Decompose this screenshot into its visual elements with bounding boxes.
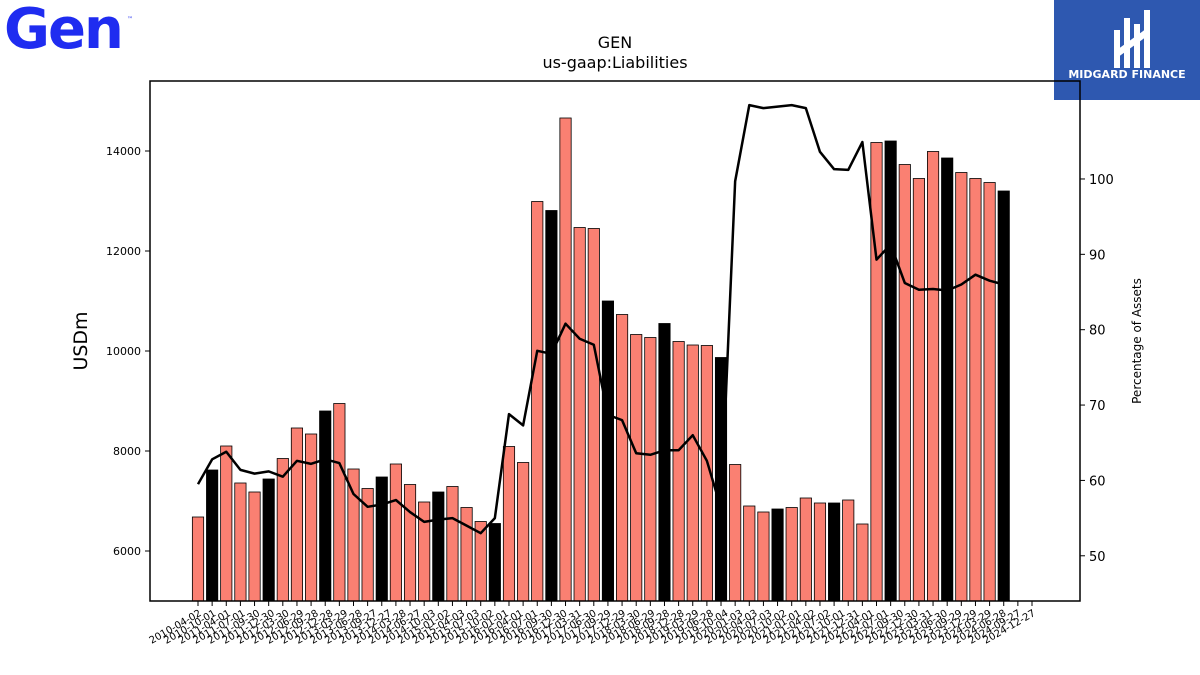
percentage-line — [196, 103, 1005, 535]
y2-tick-label: 50 — [1089, 550, 1106, 565]
bar — [813, 502, 827, 602]
bar — [785, 507, 798, 602]
bar — [305, 433, 318, 602]
bar — [587, 228, 600, 602]
y-tick-label: 10000 — [106, 345, 141, 358]
x-axis: 2010-04-022010-10-012011-04-012011-07-01… — [148, 601, 1038, 647]
bar — [206, 469, 219, 602]
y2-tick-label: 70 — [1089, 399, 1106, 414]
bar — [898, 164, 911, 602]
bar — [234, 482, 247, 602]
bar — [333, 403, 346, 602]
y2-tick-label: 100 — [1089, 173, 1114, 188]
y2-axis-title: Percentage of Assets — [1130, 278, 1144, 404]
bar — [743, 505, 756, 602]
bar — [319, 410, 332, 602]
chart-subtitle: us-gaap:Liabilities — [542, 53, 687, 72]
y-axis-left: 6000 8000 10000 12000 14000 — [106, 145, 150, 558]
bar — [969, 178, 982, 602]
bar — [446, 486, 459, 602]
bar — [729, 464, 742, 602]
bar-series — [191, 117, 1010, 602]
bar — [347, 468, 360, 602]
plot-frame — [149, 80, 1081, 602]
midgard-finance-logo: MIDGARD FINANCE — [1054, 0, 1200, 100]
bar — [389, 463, 402, 602]
bar — [856, 523, 869, 602]
bar — [955, 172, 968, 602]
bar — [432, 491, 445, 602]
bar — [403, 484, 417, 602]
bar — [375, 476, 388, 602]
bar — [545, 210, 558, 602]
bar — [686, 344, 699, 602]
y-axis-title: USDm — [70, 311, 92, 370]
bar — [559, 117, 572, 602]
bar — [531, 201, 544, 602]
bar — [220, 445, 233, 602]
bar — [828, 502, 841, 602]
y-tick-label: 12000 — [106, 245, 141, 258]
bar — [983, 182, 996, 602]
bar — [517, 462, 530, 602]
bar — [672, 341, 685, 602]
bar — [644, 337, 657, 602]
bar — [658, 323, 671, 602]
y-tick-label: 6000 — [113, 545, 141, 558]
bar — [418, 501, 431, 602]
bar — [460, 507, 473, 602]
line-series — [196, 103, 1005, 535]
bar — [191, 516, 205, 602]
bar — [630, 334, 643, 602]
y2-tick-label: 60 — [1089, 474, 1106, 489]
trademark-mark: ™ — [127, 16, 133, 23]
bar — [941, 157, 954, 602]
bar — [771, 508, 784, 602]
bar — [488, 523, 501, 602]
bar — [601, 300, 614, 602]
bar — [757, 511, 770, 602]
bar — [276, 458, 289, 602]
bar — [799, 497, 812, 602]
bar — [884, 140, 897, 602]
y2-tick-label: 80 — [1089, 324, 1106, 339]
bar — [997, 190, 1010, 602]
bar — [616, 314, 629, 602]
y2-tick-label: 90 — [1089, 248, 1106, 263]
bar — [870, 142, 883, 602]
y-axis-right: 50 60 70 80 90 100 — [1080, 173, 1114, 565]
bar — [502, 446, 516, 602]
bar — [927, 151, 940, 602]
bar — [290, 427, 304, 602]
gen-logo: Gen — [4, 0, 124, 62]
y-tick-label: 8000 — [113, 445, 141, 458]
bar — [573, 227, 586, 602]
bar — [842, 499, 855, 602]
bar — [262, 478, 275, 602]
bar — [248, 491, 261, 602]
bar — [912, 178, 925, 602]
y-tick-label: 14000 — [106, 145, 141, 158]
midgard-emblem-icon — [1114, 10, 1150, 68]
chart-title: GEN — [598, 33, 632, 52]
partner-name: MIDGARD FINANCE — [1068, 68, 1186, 81]
